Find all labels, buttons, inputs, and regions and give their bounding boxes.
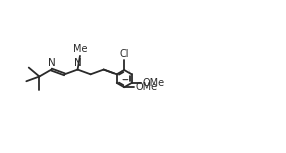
Text: OMe: OMe: [143, 78, 165, 88]
Text: N: N: [48, 58, 56, 68]
Text: N: N: [74, 58, 82, 68]
Text: OMe: OMe: [135, 82, 157, 92]
Text: Cl: Cl: [120, 49, 129, 59]
Text: Me: Me: [73, 44, 87, 54]
